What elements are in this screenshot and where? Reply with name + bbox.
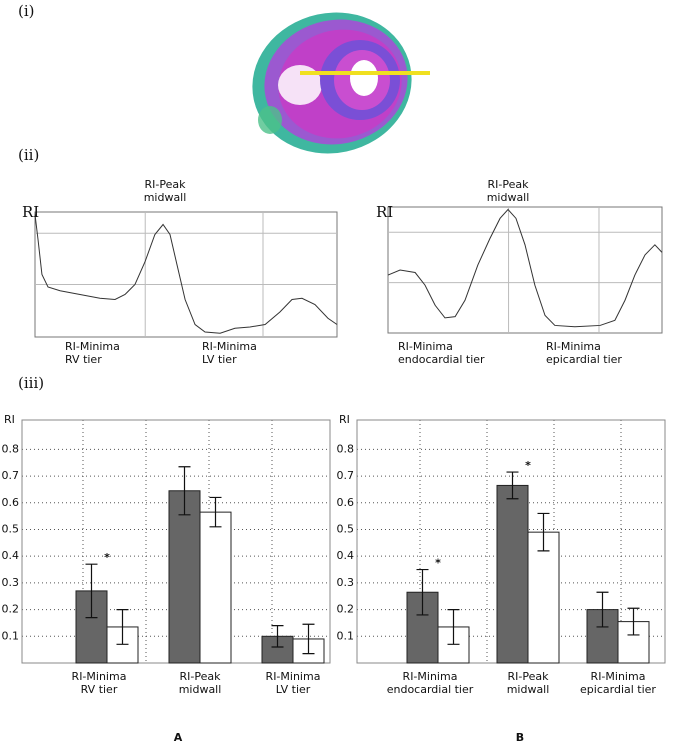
- x-tick-label: RI-Minima: [72, 670, 127, 683]
- error-bar: [85, 563, 98, 619]
- error-bar: [271, 625, 284, 648]
- annotation: RI-Peak: [145, 178, 187, 191]
- error-bar: [209, 496, 222, 528]
- annotation: RI-Minima: [202, 340, 257, 353]
- y-tick-label: 0.7: [337, 469, 355, 482]
- significance-star: *: [435, 557, 441, 570]
- y-axis-label: RI: [4, 413, 15, 426]
- y-tick-label: 0.3: [337, 576, 355, 589]
- panel-label: (ii): [18, 146, 39, 164]
- chart-title: A: [174, 731, 183, 744]
- bar: [199, 511, 232, 664]
- error-bar: [537, 512, 550, 552]
- error-bar: [596, 591, 609, 628]
- x-tick-label: RI-Minima: [591, 670, 646, 683]
- y-tick-label: 0.5: [337, 522, 355, 535]
- plot-frame: [34, 211, 338, 338]
- annotation: RI-Minima: [546, 340, 601, 353]
- y-axis-label: RI: [22, 203, 39, 221]
- annotation: epicardial tier: [546, 353, 622, 366]
- y-tick-label: 0.7: [2, 469, 20, 482]
- y-axis-label: RI: [376, 203, 393, 221]
- bar: [168, 490, 201, 664]
- error-bar: [416, 568, 429, 616]
- y-tick-label: 0.6: [2, 496, 20, 509]
- y-tick-label: 0.8: [2, 442, 20, 455]
- y-tick-label: 0.2: [2, 603, 20, 616]
- x-tick-label: RI-Peak: [180, 670, 222, 683]
- error-bar: [447, 608, 460, 645]
- error-bar: [506, 471, 519, 500]
- bar: [496, 484, 529, 664]
- y-tick-label: 0.8: [337, 442, 355, 455]
- error-bar: [178, 466, 191, 516]
- error-bar: [302, 623, 315, 655]
- y-tick-label: 0.2: [337, 603, 355, 616]
- annotation: endocardial tier: [398, 353, 485, 366]
- x-tick-label: RI-Minima: [403, 670, 458, 683]
- error-bar: [627, 607, 640, 636]
- x-tick-label: RV tier: [81, 683, 118, 696]
- line: [387, 208, 663, 328]
- annotation: RI-Minima: [65, 340, 120, 353]
- plot-frame: [387, 206, 663, 334]
- annotation: RI-Peak: [488, 178, 530, 191]
- heart-image: [252, 12, 430, 154]
- panel-label: (iii): [18, 374, 44, 392]
- panel-label: (i): [18, 2, 35, 20]
- annotation: RV tier: [65, 353, 102, 366]
- error-bar: [116, 608, 129, 645]
- annotation: LV tier: [202, 353, 237, 366]
- annotation: midwall: [144, 191, 187, 204]
- x-tick-label: endocardial tier: [387, 683, 474, 696]
- chart-title: B: [516, 731, 524, 744]
- annotation: RI-Minima: [398, 340, 453, 353]
- y-tick-label: 0.1: [337, 629, 355, 642]
- y-tick-label: 0.6: [337, 496, 355, 509]
- significance-star: *: [104, 551, 110, 564]
- x-tick-label: midwall: [179, 683, 222, 696]
- y-axis-label: RI: [339, 413, 350, 426]
- y-tick-label: 0.3: [2, 576, 20, 589]
- bar: [527, 531, 560, 664]
- x-tick-label: epicardial tier: [580, 683, 656, 696]
- y-tick-label: 0.4: [2, 549, 20, 562]
- x-tick-label: RI-Minima: [266, 670, 321, 683]
- y-tick-label: 0.4: [337, 549, 355, 562]
- x-tick-label: LV tier: [276, 683, 311, 696]
- significance-star: *: [525, 459, 531, 472]
- x-tick-label: midwall: [507, 683, 550, 696]
- y-tick-label: 0.5: [2, 522, 20, 535]
- x-tick-label: RI-Peak: [508, 670, 550, 683]
- annotation: midwall: [487, 191, 530, 204]
- line: [34, 214, 338, 334]
- y-tick-label: 0.1: [2, 629, 20, 642]
